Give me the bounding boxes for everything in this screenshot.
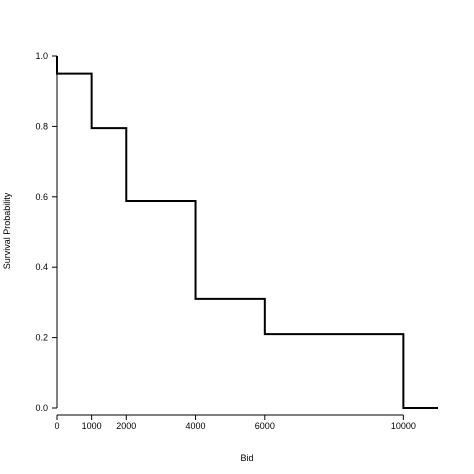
x-ticks: 0 1000 2000 4000 6000 10000 <box>54 415 416 431</box>
y-tick-label: 0.2 <box>35 333 48 343</box>
y-ticks: 0.0 0.2 0.4 0.6 0.8 1.0 <box>35 51 57 413</box>
x-tick-label: 10000 <box>391 421 416 431</box>
series-layer <box>56 56 438 409</box>
x-tick-label: 4000 <box>186 421 206 431</box>
x-axis-title: Bid <box>240 453 253 463</box>
axes <box>56 56 404 416</box>
y-tick-label: 0.8 <box>35 121 48 131</box>
y-tick-label: 0.0 <box>35 403 48 413</box>
x-tick-label: 6000 <box>255 421 275 431</box>
x-tick-label: 1000 <box>82 421 102 431</box>
y-tick-label: 0.4 <box>35 262 48 272</box>
x-tick-label: 0 <box>54 421 59 431</box>
y-tick-label: 0.6 <box>35 192 48 202</box>
y-axis-title: Survival Probability <box>2 192 12 269</box>
y-tick-label: 1.0 <box>35 51 48 61</box>
survival-step-line <box>56 56 438 409</box>
x-tick-label: 2000 <box>116 421 136 431</box>
